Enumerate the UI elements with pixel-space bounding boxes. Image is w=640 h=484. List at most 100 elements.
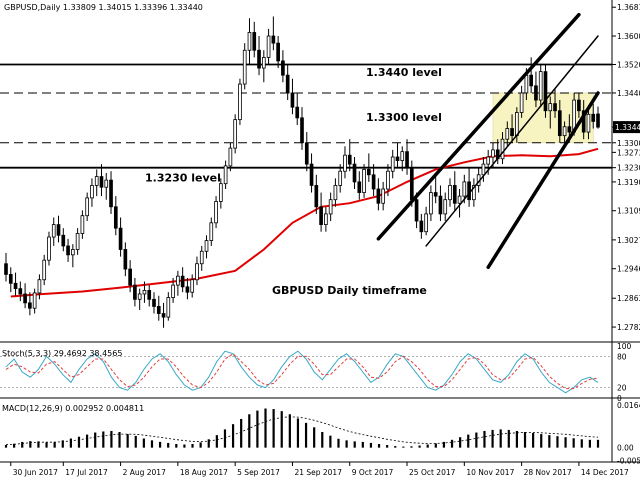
candle-body (481, 163, 486, 176)
price-tick-label-10: 1.3027 (617, 236, 640, 245)
candle-16-Oct-2017 (371, 164, 376, 197)
candle-8-Nov-2017 (452, 171, 457, 211)
candle-body (261, 56, 266, 69)
candle-body (567, 126, 572, 133)
candle-5-Dec-2017 (543, 64, 548, 118)
candle-17-Jul-2017 (61, 228, 66, 252)
candle-body (448, 185, 452, 201)
candle-body (238, 83, 242, 121)
candle-20-Oct-2017 (390, 149, 395, 179)
candle-29-Aug-2017 (209, 217, 214, 246)
candle-11-Aug-2017 (152, 292, 156, 314)
macd-title: MACD(12,26,9) 0.002952 0.004811 (2, 404, 144, 413)
candle-body (13, 282, 18, 290)
candle-5-Oct-2017 (338, 164, 343, 193)
candle-5-Sep-2017 (233, 114, 237, 154)
candle-body (429, 192, 433, 215)
candle-body (252, 32, 257, 51)
candle-body (304, 142, 309, 165)
candle-body (390, 156, 395, 172)
candle-body (467, 181, 471, 201)
candle-26-Jul-2017 (94, 169, 99, 197)
candle-body (271, 35, 276, 44)
candle-10-Oct-2017 (352, 156, 357, 190)
candle-11-Dec-2017 (562, 121, 567, 143)
candle-7-Dec-2017 (553, 89, 557, 118)
candle-body (371, 174, 376, 190)
candle-body (553, 103, 557, 112)
candle-12-Sep-2017 (257, 36, 261, 76)
candle-body (557, 110, 562, 137)
candle-16-Nov-2017 (481, 156, 486, 182)
candle-26-Sep-2017 (304, 132, 309, 172)
candle-10-Jul-2017 (37, 274, 42, 300)
macd-signal-line (5, 416, 599, 445)
channel-line-2 (486, 91, 600, 270)
candle-body (367, 169, 371, 176)
candle-body (90, 185, 94, 199)
time-tick-label-8: 10 Nov 2017 (466, 468, 514, 477)
candle-body (66, 245, 70, 256)
candle-body (42, 259, 47, 281)
candle-body (214, 201, 218, 224)
price-tick-label-5: 1.3300 (617, 139, 640, 148)
candle-6-Jul-2017 (28, 292, 32, 316)
candle-15-Sep-2017 (271, 16, 276, 51)
candle-body (314, 185, 319, 208)
price-tick-label-6: 1.3273 (617, 148, 640, 157)
candle-body (352, 163, 357, 183)
candle-18-Jul-2017 (66, 238, 70, 262)
candle-body (113, 206, 118, 229)
current-price-box (613, 121, 640, 134)
candle-body (319, 206, 323, 225)
candle-3-Nov-2017 (438, 185, 443, 222)
candle-body (4, 263, 8, 275)
candle-12-Oct-2017 (362, 164, 366, 198)
macd-tick-label-1: 0.00 (617, 444, 634, 453)
candle-16-Aug-2017 (166, 292, 171, 321)
candle-body (591, 113, 596, 122)
level-label-1: 1.3440 level (366, 66, 442, 79)
candle-body (586, 113, 591, 133)
candle-body (543, 71, 548, 112)
candle-body (357, 181, 362, 193)
candle-body (324, 213, 328, 225)
candle-8-Dec-2017 (557, 100, 562, 143)
candle-31-Oct-2017 (424, 206, 428, 236)
candle-body (529, 74, 533, 87)
candle-body (266, 35, 271, 58)
time-tick-label-2: 2 Aug 2017 (123, 468, 166, 477)
candle-1-Dec-2017 (534, 71, 538, 108)
candle-body (223, 165, 228, 185)
candle-28-Nov-2017 (519, 85, 524, 118)
candle-19-Oct-2017 (386, 164, 390, 197)
candle-11-Oct-2017 (357, 171, 362, 200)
candle-1-Nov-2017 (429, 185, 433, 222)
candle-6-Sep-2017 (238, 78, 242, 125)
candle-10-Aug-2017 (147, 285, 152, 307)
stoch-tick-label-3: 0 (617, 394, 622, 403)
candle-6-Dec-2017 (548, 96, 553, 129)
candle-body (28, 302, 32, 309)
candle-body (290, 92, 295, 108)
candle-body (386, 170, 390, 190)
candle-body (18, 288, 23, 295)
candle-body (104, 179, 109, 188)
price-tick-label-8: 1.3190 (617, 178, 640, 187)
candle-28-Aug-2017 (204, 235, 209, 259)
candle-20-Sep-2017 (285, 64, 290, 101)
candle-17-Aug-2017 (171, 277, 175, 303)
candle-body (32, 292, 37, 309)
candle-body (247, 32, 252, 51)
candle-2-Nov-2017 (433, 174, 438, 204)
candle-body (80, 215, 85, 234)
candle-body (457, 195, 462, 204)
candle-body (56, 224, 61, 236)
stoch-series-1 (5, 353, 599, 390)
candle-body (190, 279, 195, 293)
candle-2-Aug-2017 (118, 217, 123, 257)
candle-body (333, 185, 338, 201)
